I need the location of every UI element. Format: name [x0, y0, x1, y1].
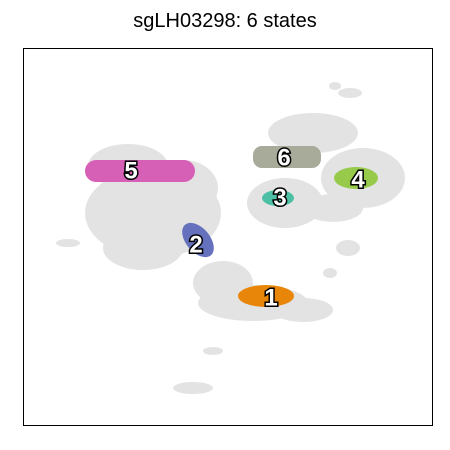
- cluster-label-3: 3: [273, 185, 286, 212]
- cluster-6-points: [253, 146, 321, 168]
- cluster-label-4: 4: [351, 167, 365, 194]
- background-region: [173, 382, 213, 394]
- cluster-labels: 1 2 3 4 5 6: [123, 143, 367, 313]
- background-region: [303, 194, 363, 222]
- cluster-3-points: [262, 190, 294, 206]
- background-cells: [56, 82, 405, 394]
- state-clusters: [85, 146, 378, 307]
- chart-title: sgLH03298: 6 states: [133, 10, 317, 32]
- background-region: [336, 240, 360, 256]
- background-region: [103, 226, 183, 270]
- background-region: [338, 88, 362, 98]
- background-region: [56, 239, 80, 247]
- background-region: [268, 113, 358, 153]
- cluster-4-points: [334, 167, 378, 189]
- cluster-label-6: 6: [277, 145, 290, 172]
- background-region: [323, 268, 337, 278]
- cluster-label-1: 1: [264, 285, 277, 312]
- cluster-5-points: [85, 160, 195, 182]
- background-region: [203, 347, 223, 355]
- background-region: [329, 82, 341, 90]
- cluster-label-5: 5: [124, 158, 137, 185]
- cluster-1-points: [238, 285, 294, 307]
- cluster-2-points: [182, 222, 214, 258]
- background-region: [273, 298, 333, 322]
- plot-frame: [23, 48, 433, 426]
- cluster-label-2: 2: [189, 232, 202, 259]
- embedding-plot: 1 2 3 4 5 6: [56, 82, 405, 394]
